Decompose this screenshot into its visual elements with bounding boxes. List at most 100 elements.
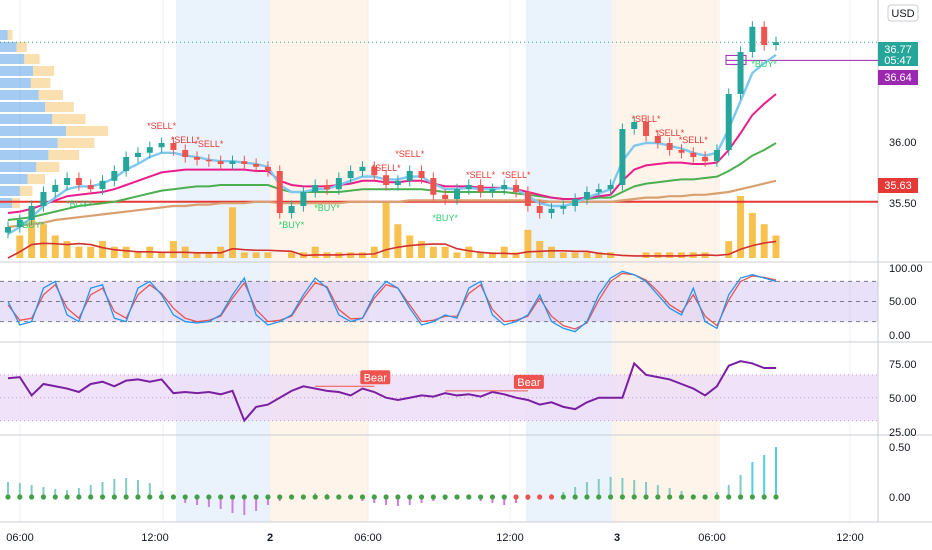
candle-body xyxy=(359,166,366,171)
zero-line-dot xyxy=(572,494,578,500)
volume-bar xyxy=(441,246,449,258)
price-tick-label: 36.00 xyxy=(889,137,917,149)
zero-line-dot xyxy=(430,494,436,500)
time-tick-label: 06:00 xyxy=(354,532,382,544)
bear-label-box xyxy=(513,374,544,389)
candle-body xyxy=(253,164,260,167)
zero-line-dot xyxy=(631,494,637,500)
zero-line-dot xyxy=(690,494,696,500)
zero-line-dot xyxy=(312,494,318,500)
zero-line-dot xyxy=(607,494,614,500)
candle-body xyxy=(643,122,650,136)
volume-bar xyxy=(134,252,142,258)
zero-line-dot xyxy=(548,494,555,500)
zero-line-dot xyxy=(407,494,413,500)
signal-label: *SELL* xyxy=(655,128,685,138)
candle-body xyxy=(111,171,118,181)
volume-profile-bar xyxy=(33,66,54,76)
candle-body xyxy=(702,157,709,162)
time-tick-label: 06:00 xyxy=(698,532,726,544)
zero-line-dot xyxy=(324,494,330,500)
target-price-tag xyxy=(878,70,918,85)
zero-line-dot xyxy=(17,494,23,500)
stoch-tick-label: 0.00 xyxy=(889,330,910,342)
candle-body xyxy=(524,192,531,206)
volume-bar xyxy=(169,241,177,258)
zero-line-dot xyxy=(99,494,106,500)
session-band xyxy=(612,0,720,522)
stoch-k-line xyxy=(7,270,777,333)
volume-bar xyxy=(63,241,71,258)
volume-bar xyxy=(583,252,591,258)
volume-bar xyxy=(228,207,236,258)
zero-line-dot xyxy=(88,494,94,500)
rsi-tick-label: 75.00 xyxy=(889,359,917,371)
volume-profile-bar xyxy=(0,30,8,40)
target-price-value: 36.64 xyxy=(884,72,912,84)
volume-bar xyxy=(772,235,780,258)
candle-body xyxy=(87,185,94,190)
volume-ma-line xyxy=(7,240,777,259)
zero-line-dot xyxy=(383,494,389,500)
volume-profile-bar xyxy=(7,30,13,40)
zero-line-dot xyxy=(336,494,342,500)
candle-body xyxy=(229,161,236,164)
volume-profile-bar xyxy=(24,54,40,64)
zero-line-dot xyxy=(194,494,200,500)
zero-line-dot xyxy=(182,494,188,500)
volume-bar xyxy=(122,246,130,258)
volume-bar xyxy=(99,241,107,258)
rsi-tick-label: 50.00 xyxy=(889,393,917,405)
volume-bar xyxy=(264,252,272,258)
volume-bar xyxy=(39,224,47,258)
zero-line-dot xyxy=(773,494,779,500)
zero-line-dot xyxy=(218,494,224,500)
candle-body xyxy=(749,26,756,52)
signal-label: *SELL* xyxy=(466,170,496,180)
volume-profile-bar xyxy=(45,102,74,112)
zero-line-dot xyxy=(655,494,661,500)
candle-body xyxy=(123,157,130,171)
zero-line-dot xyxy=(111,494,117,500)
candle-body xyxy=(134,152,141,157)
zero-line-dot xyxy=(348,494,354,500)
zero-line-dot xyxy=(643,494,649,500)
zero-line-dot xyxy=(596,494,602,500)
volume-profile-bar xyxy=(57,138,95,148)
volume-bar xyxy=(75,246,83,258)
candle-body xyxy=(16,220,23,227)
candle-body xyxy=(264,166,271,171)
zero-line-dot xyxy=(147,494,153,500)
candle-body xyxy=(725,94,732,150)
session-band xyxy=(526,0,612,522)
zero-line-dot xyxy=(253,494,259,500)
candle-body xyxy=(182,150,189,157)
candle-body xyxy=(465,185,472,190)
signal-label: *SELL* xyxy=(632,114,662,124)
volume-profile-bar xyxy=(0,114,53,124)
volume-profile-bar xyxy=(66,126,108,136)
volume-profile-bar xyxy=(0,162,37,172)
zero-line-dot xyxy=(288,494,295,500)
candle-body xyxy=(371,166,378,176)
volume-profile-bar xyxy=(0,186,20,196)
zero-line-dot xyxy=(478,494,484,500)
candle-body xyxy=(300,192,307,206)
candle-body xyxy=(560,206,567,209)
support-price-tag xyxy=(878,178,918,193)
volume-profile-bar xyxy=(30,78,51,88)
volume-bar xyxy=(748,212,756,258)
volume-profile-bar xyxy=(48,150,80,160)
volume-bar xyxy=(725,241,733,258)
candle-body xyxy=(406,171,413,181)
candle-body xyxy=(418,171,425,178)
bear-label-box xyxy=(360,370,391,385)
zero-line-dot xyxy=(513,494,519,500)
volume-bar xyxy=(394,224,402,258)
volume-profile-bar xyxy=(0,54,25,64)
price-tick-label: 35.50 xyxy=(889,198,917,210)
candle-body xyxy=(146,147,153,153)
zero-line-dot xyxy=(501,494,507,500)
